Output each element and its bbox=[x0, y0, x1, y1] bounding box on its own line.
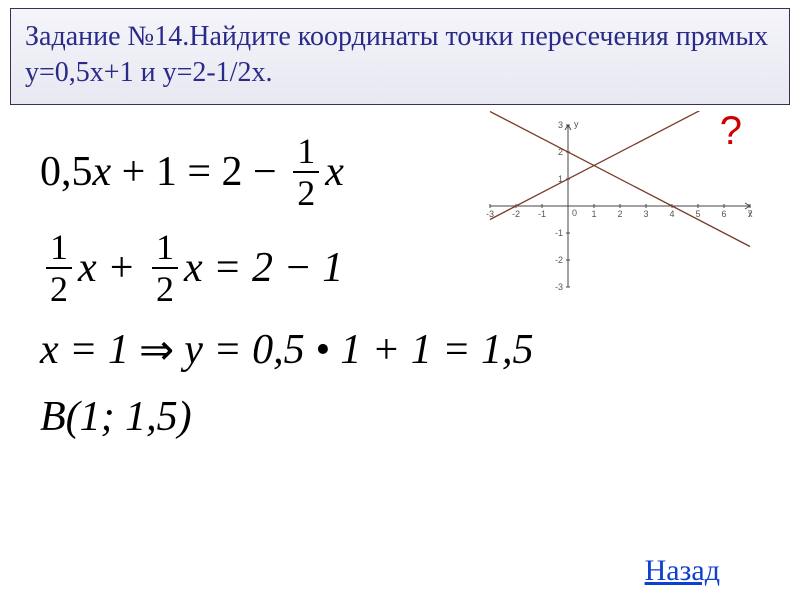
question-mark: ? bbox=[720, 109, 742, 154]
frac-num: 1 bbox=[46, 229, 72, 265]
eq1-rhs-x: x bbox=[325, 148, 344, 196]
svg-text:3: 3 bbox=[558, 120, 563, 130]
svg-text:-2: -2 bbox=[555, 255, 563, 265]
eq2-mid1: x + bbox=[78, 244, 146, 292]
svg-text:2: 2 bbox=[617, 209, 622, 219]
eq3-a: x = 1 bbox=[40, 326, 129, 374]
frac-num: 1 bbox=[293, 133, 319, 169]
frac-den: 2 bbox=[46, 271, 72, 307]
eq2-fraction-2: 1 2 bbox=[152, 229, 178, 307]
svg-text:x: x bbox=[748, 209, 753, 219]
eq1-mid: + 1 = 2 − bbox=[111, 148, 287, 196]
implies-arrow: ⇒ bbox=[139, 325, 174, 375]
svg-text:-3: -3 bbox=[555, 282, 563, 292]
svg-text:6: 6 bbox=[721, 209, 726, 219]
svg-text:-2: -2 bbox=[512, 209, 520, 219]
svg-text:-1: -1 bbox=[538, 209, 546, 219]
eq2-fraction-1: 1 2 bbox=[46, 229, 72, 307]
work-area: 0,5 x + 1 = 2 − 1 2 x 1 2 x + 1 2 x = 2 … bbox=[0, 105, 800, 469]
equation-line-3: x = 1 ⇒ y = 0,5 • 1 + 1 = 1,5 bbox=[40, 325, 780, 375]
svg-text:3: 3 bbox=[643, 209, 648, 219]
graph-container: ? -3-2-101234567-3-2-1123yx bbox=[480, 111, 760, 301]
frac-num: 1 bbox=[152, 229, 178, 265]
frac-den: 2 bbox=[152, 271, 178, 307]
eq1-fraction: 1 2 bbox=[293, 133, 319, 211]
equation-line-4: B(1; 1,5) bbox=[40, 393, 780, 441]
back-link[interactable]: Назад bbox=[645, 554, 720, 588]
eq1-lhs-coef: 0,5 bbox=[40, 148, 93, 196]
intersection-chart: -3-2-101234567-3-2-1123yx bbox=[480, 111, 760, 301]
frac-den: 2 bbox=[293, 175, 319, 211]
svg-text:4: 4 bbox=[669, 209, 674, 219]
eq1-lhs-x: x bbox=[93, 148, 112, 196]
svg-text:y: y bbox=[574, 119, 579, 129]
svg-text:-1: -1 bbox=[555, 228, 563, 238]
eq3-b: y = 0,5 • 1 + 1 = 1,5 bbox=[184, 326, 533, 374]
svg-text:5: 5 bbox=[695, 209, 700, 219]
eq2-mid2: x = 2 − 1 bbox=[184, 244, 343, 292]
answer-point: B(1; 1,5) bbox=[40, 393, 192, 441]
task-header: Задание №14.Найдите координаты точки пер… bbox=[10, 8, 790, 105]
task-label: Задание №14. bbox=[25, 21, 189, 52]
svg-text:1: 1 bbox=[591, 209, 596, 219]
svg-text:0: 0 bbox=[572, 208, 577, 218]
